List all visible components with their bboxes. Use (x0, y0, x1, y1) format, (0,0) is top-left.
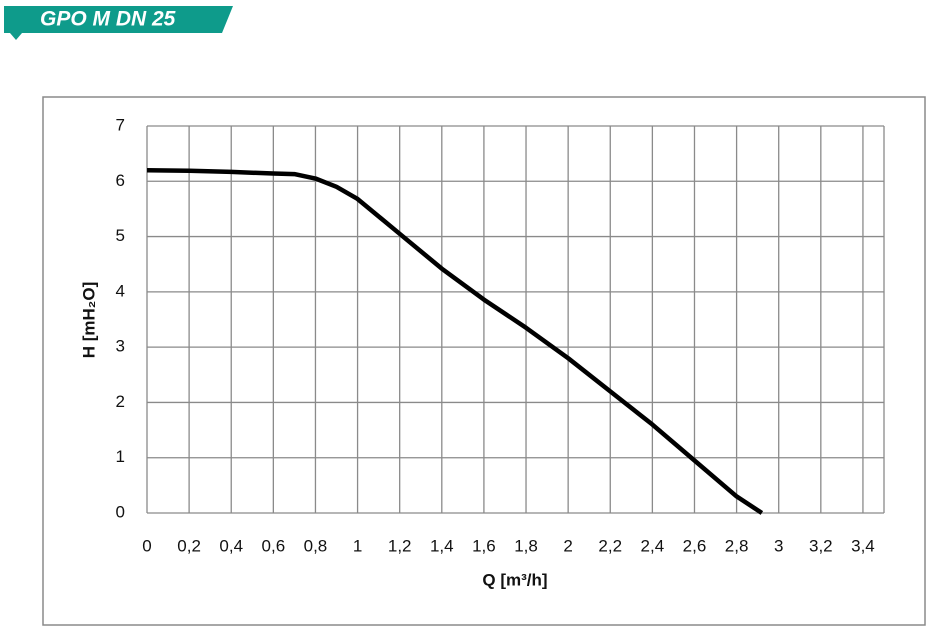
x-tick-label: 0 (142, 536, 151, 555)
x-tick-label: 0,2 (177, 536, 201, 555)
x-tick-label: 1,4 (430, 536, 454, 555)
x-axis-label: Q [m³/h] (482, 570, 547, 589)
chart-frame (42, 96, 926, 626)
x-tick-label: 1,8 (514, 536, 538, 555)
x-tick-label: 1 (353, 536, 362, 555)
x-tick-label: 1,2 (388, 536, 412, 555)
title-banner (4, 6, 233, 33)
y-tick-label: 0 (116, 502, 125, 521)
x-tick-label: 2,8 (725, 536, 749, 555)
x-tick-label: 1,6 (472, 536, 496, 555)
y-axis-label: H [mH₂O] (79, 282, 98, 359)
x-tick-label: 0,8 (304, 536, 328, 555)
x-tick-label: 3 (774, 536, 783, 555)
banner-tip (10, 33, 22, 40)
x-tick-label: 0,6 (262, 536, 286, 555)
x-tick-label: 2 (563, 536, 572, 555)
y-tick-label: 1 (116, 447, 125, 466)
chart-title: GPO M DN 25 (40, 8, 176, 31)
x-tick-label: 2,2 (598, 536, 622, 555)
x-tick-label: 0,4 (219, 536, 243, 555)
x-tick-label: 3,4 (851, 536, 875, 555)
y-tick-label: 6 (116, 171, 125, 190)
x-tick-label: 2,6 (683, 536, 707, 555)
x-tick-label: 3,2 (809, 536, 833, 555)
y-tick-label: 2 (116, 392, 125, 411)
y-tick-label: 7 (116, 115, 125, 134)
y-tick-label: 4 (116, 281, 125, 300)
y-tick-label: 5 (116, 226, 125, 245)
curve (146, 167, 764, 515)
y-tick-label: 3 (116, 337, 125, 356)
x-tick-label: 2,4 (641, 536, 665, 555)
